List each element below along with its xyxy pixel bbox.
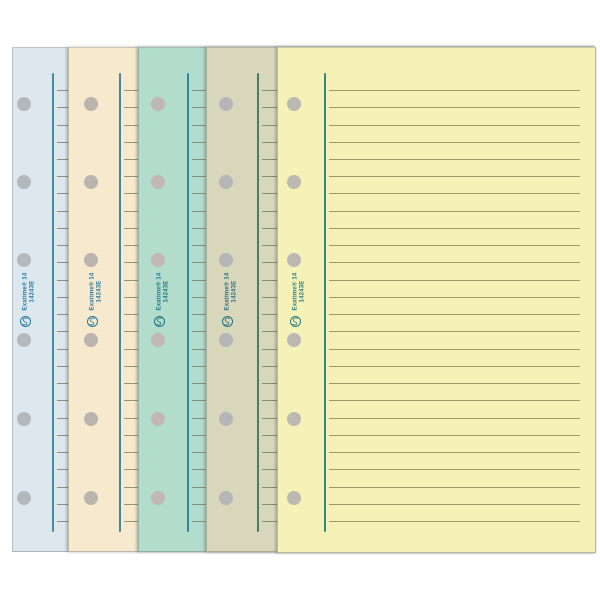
exacompta-logo-icon <box>289 315 302 328</box>
imprint-text: Exatime® 14 14243E <box>157 269 170 315</box>
rule-line <box>329 90 580 91</box>
exacompta-logo-icon <box>221 315 234 328</box>
punch-hole <box>151 175 165 189</box>
punch-hole <box>151 333 165 347</box>
rule-line <box>329 331 580 333</box>
punch-hole <box>287 97 301 111</box>
rule-line <box>329 521 580 522</box>
punch-hole <box>151 253 165 267</box>
punch-hole <box>84 175 98 189</box>
imprint-text: Exatime® 14 14243E <box>23 269 36 315</box>
punch-hole <box>151 412 165 426</box>
rule-line <box>329 210 580 212</box>
rule-line <box>329 365 580 367</box>
rule-line <box>329 400 580 402</box>
rule-line <box>329 159 580 160</box>
imprint-text: Exatime® 14 14243E <box>225 269 238 315</box>
imprint-ref-line: 14243E <box>29 280 35 303</box>
exacompta-logo-icon <box>153 315 166 328</box>
imprint-text: Exatime® 14 14243E <box>90 269 103 315</box>
punch-hole <box>84 412 98 426</box>
sheet-pale-yellow: Exatime® 14 14243E <box>277 47 596 553</box>
rule-line <box>329 503 580 505</box>
margin-line <box>324 73 326 532</box>
imprint-brand-line: Exatime® 14 <box>89 272 96 311</box>
rule-line <box>329 262 580 264</box>
rule-line <box>329 383 580 385</box>
imprint-ref-line: 14243E <box>96 280 102 303</box>
imprint-brand-line: Exatime® 14 <box>292 272 299 311</box>
rule-line <box>329 434 580 436</box>
punch-hole <box>287 491 301 505</box>
punch-hole <box>17 253 31 267</box>
rule-line <box>329 176 580 178</box>
margin-line <box>119 73 121 532</box>
imprint-ref-line: 14243E <box>231 280 237 303</box>
punch-hole <box>151 491 165 505</box>
rule-line <box>329 417 580 419</box>
punch-hole <box>84 97 98 111</box>
rule-line <box>329 348 580 350</box>
imprint-ref-line: 14243E <box>163 280 169 303</box>
rule-line <box>329 227 580 229</box>
exacompta-logo-icon <box>19 315 32 328</box>
punch-hole <box>84 253 98 267</box>
margin-line <box>257 73 259 532</box>
imprint-ref-line: 14243E <box>299 280 305 303</box>
margin-line <box>187 73 189 532</box>
rule-line <box>329 296 580 298</box>
imprint-brand-line: Exatime® 14 <box>22 272 29 311</box>
punch-hole <box>151 97 165 111</box>
rule-line <box>329 279 580 281</box>
punch-hole <box>84 491 98 505</box>
punch-hole <box>84 333 98 347</box>
imprint-brand-line: Exatime® 14 <box>156 272 163 311</box>
punch-hole <box>219 333 233 347</box>
margin-line <box>52 73 54 532</box>
punch-hole <box>17 175 31 189</box>
punch-hole <box>219 491 233 505</box>
punch-hole <box>287 412 301 426</box>
exacompta-logo-icon <box>86 315 99 328</box>
punch-hole <box>219 97 233 111</box>
punch-hole <box>17 97 31 111</box>
imprint-text: Exatime® 14 14243E <box>293 269 306 315</box>
rule-line <box>329 469 580 471</box>
punch-hole <box>17 412 31 426</box>
punch-hole <box>219 175 233 189</box>
rule-line <box>329 486 580 488</box>
punch-hole <box>287 333 301 347</box>
rule-line <box>329 193 580 195</box>
punch-hole <box>17 491 31 505</box>
rule-line <box>329 124 580 126</box>
rule-line <box>329 452 580 453</box>
punch-hole <box>287 175 301 189</box>
punch-hole <box>219 412 233 426</box>
rule-line <box>329 245 580 247</box>
rule-line <box>329 314 580 316</box>
punch-hole <box>219 253 233 267</box>
rule-line <box>329 107 580 109</box>
rule-line <box>329 141 580 143</box>
punch-hole <box>17 333 31 347</box>
punch-hole <box>287 253 301 267</box>
imprint-brand-line: Exatime® 14 <box>224 272 231 311</box>
